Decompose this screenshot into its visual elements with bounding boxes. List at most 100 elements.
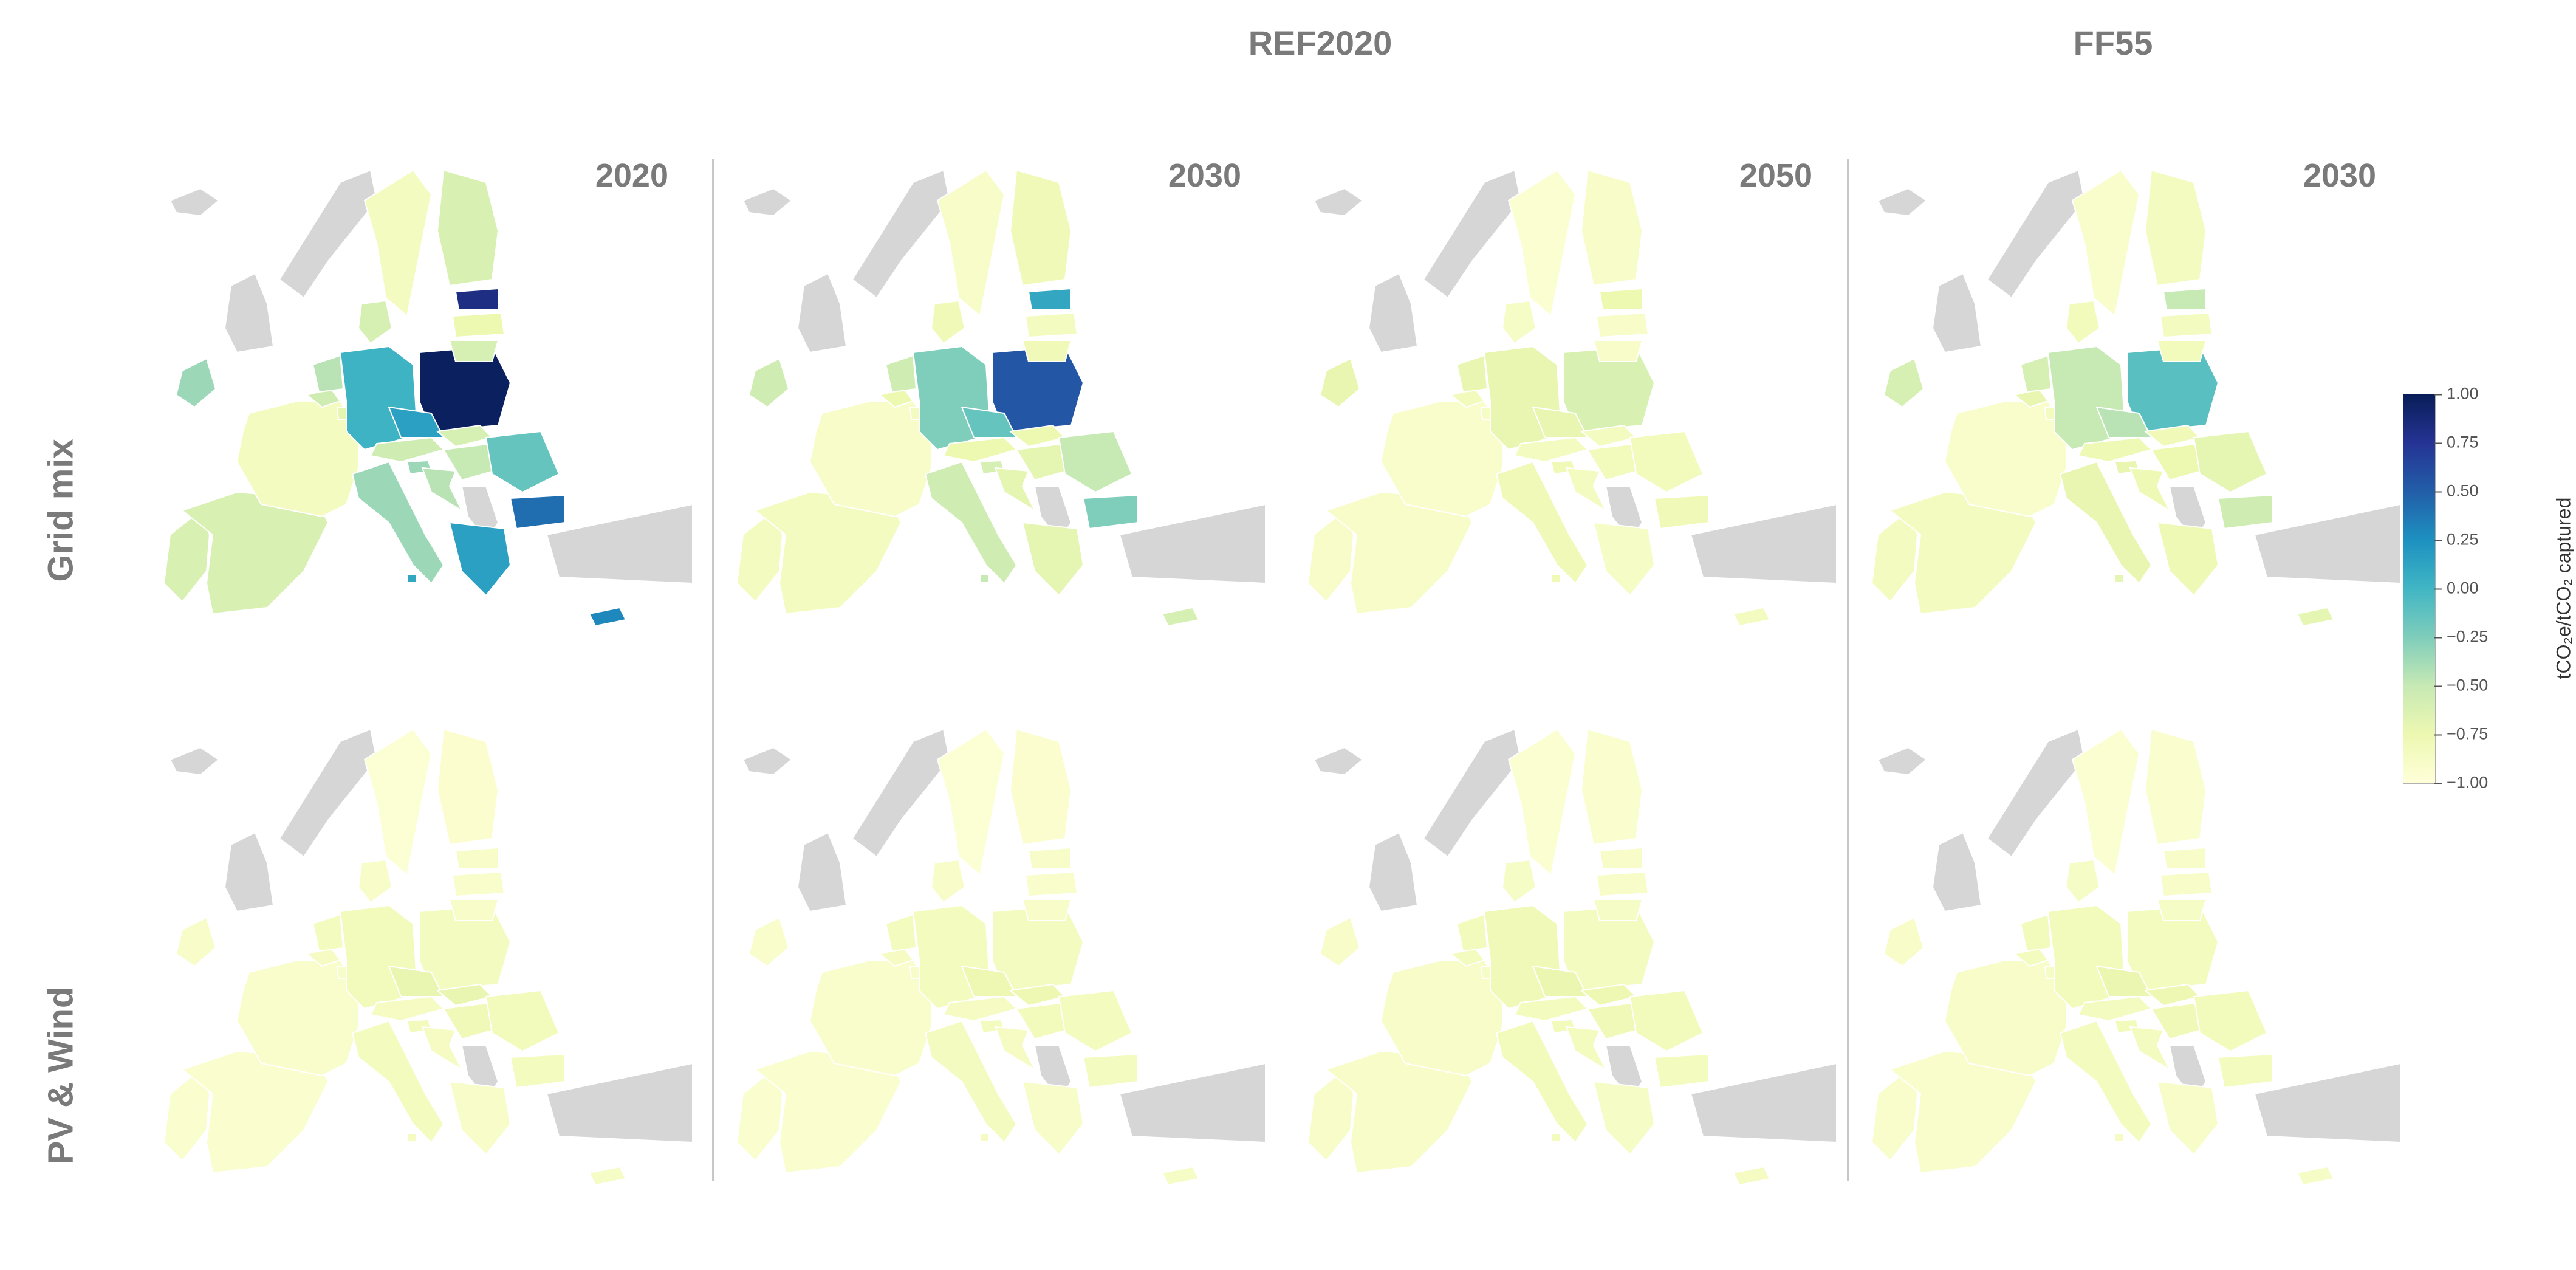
map-panel-grid-ref2020-2050: 2050: [1290, 146, 1837, 693]
country-gr: [448, 521, 512, 597]
country-it: [1495, 1020, 1589, 1144]
country-ro: [485, 430, 560, 493]
country-nl: [312, 913, 344, 952]
country-ro: [2193, 430, 2268, 493]
country-ie: [748, 916, 790, 967]
no-data-region: [546, 503, 693, 585]
country-lt: [1592, 899, 1643, 921]
country-se: [2071, 728, 2140, 876]
map-panel-pvwind-ff55-2030: [1854, 705, 2400, 1252]
country-dk: [930, 859, 966, 904]
country-lt: [2156, 899, 2207, 921]
colorbar-tick: −0.25: [2434, 628, 2488, 647]
no-data-region: [742, 746, 793, 776]
colorbar-tick: 0.00: [2434, 579, 2479, 598]
no-data-region: [278, 728, 378, 858]
country-gr: [2156, 521, 2219, 597]
country-ie: [1319, 357, 1361, 408]
map-panel-pvwind-ref2020-2050: [1290, 705, 1837, 1252]
country-it: [2059, 461, 2153, 585]
no-data-region: [1368, 272, 1419, 354]
country-bg: [1082, 494, 1139, 530]
country-cy: [1732, 606, 1771, 627]
country-at: [1513, 436, 1589, 463]
map-panel-pvwind-ref2020-2030: [719, 705, 1266, 1252]
scenario-title-ref2020: REF2020: [1248, 24, 1392, 62]
separator-2020-2030: [712, 159, 714, 1181]
country-dk: [930, 300, 966, 345]
country-fi: [1580, 169, 1643, 287]
panel-year-label: 2050: [1739, 157, 1812, 194]
country-lv: [451, 871, 505, 898]
country-nl: [1456, 913, 1488, 952]
country-mt: [2114, 574, 2125, 583]
country-ie: [1883, 916, 1925, 967]
country-mt: [979, 574, 990, 583]
country-hr: [1565, 1026, 1608, 1071]
map-panel-grid-ref2020-2020: 2020: [146, 146, 693, 693]
country-gr: [1592, 1080, 1656, 1156]
country-mt: [406, 1133, 417, 1142]
country-bg: [2217, 494, 2273, 530]
country-mt: [1550, 1133, 1561, 1142]
country-dk: [357, 859, 393, 904]
country-cy: [2296, 606, 2335, 627]
colorbar-label: tCO₂e/tCO₂ captured: [2552, 497, 2575, 679]
country-gr: [2156, 1080, 2219, 1156]
panel-year-label: 2020: [595, 157, 668, 194]
country-ie: [1319, 916, 1361, 967]
country-lv: [2159, 871, 2213, 898]
country-hr: [421, 1026, 464, 1071]
country-dk: [357, 300, 393, 345]
row-label-grid-mix: Grid mix: [41, 439, 81, 582]
country-lv: [1024, 871, 1078, 898]
colorbar-tick: 1.00: [2434, 385, 2479, 403]
country-cz: [2095, 406, 2153, 438]
row-label-pv-wind: PV & Wind: [41, 986, 81, 1165]
no-data-region: [851, 169, 951, 299]
country-se: [363, 728, 433, 876]
country-lt: [448, 899, 499, 921]
no-data-region: [1690, 503, 1837, 585]
country-lv: [1595, 312, 1649, 338]
country-bg: [509, 494, 566, 530]
country-lt: [1021, 899, 1072, 921]
country-ee: [1027, 287, 1072, 311]
country-nl: [312, 354, 344, 393]
no-data-region: [851, 728, 951, 858]
no-data-region: [742, 187, 793, 217]
country-at: [369, 436, 445, 463]
country-lt: [1021, 340, 1072, 362]
map-panel-pvwind-ref2020-2020: [146, 705, 693, 1252]
country-hr: [1565, 467, 1608, 512]
colorbar-tick: 0.25: [2434, 530, 2479, 549]
country-cy: [2296, 1165, 2335, 1186]
country-ee: [454, 846, 499, 870]
no-data-region: [546, 1062, 693, 1144]
country-hr: [421, 467, 464, 512]
country-ro: [1629, 430, 1704, 493]
country-at: [2077, 436, 2153, 463]
scenario-title-ff55: FF55: [2073, 24, 2153, 62]
country-fi: [1009, 169, 1072, 287]
panel-year-label: 2030: [2303, 157, 2376, 194]
country-cz: [1532, 965, 1589, 997]
country-lt: [2156, 340, 2207, 362]
country-bg: [1653, 494, 1710, 530]
country-se: [936, 728, 1005, 876]
no-data-region: [1118, 1062, 1266, 1144]
colorbar-ticks: 1.00 0.75 0.50 0.25 0.00 −0.25 −0.50 −0.…: [2434, 385, 2526, 792]
country-it: [351, 1020, 445, 1144]
country-fi: [2144, 169, 2207, 287]
colorbar-tick: −0.75: [2434, 725, 2488, 744]
country-at: [942, 436, 1018, 463]
map-svg: [163, 169, 693, 627]
country-cy: [588, 606, 627, 627]
country-hr: [2129, 467, 2171, 512]
no-data-region: [1877, 746, 1928, 776]
country-gr: [1592, 521, 1656, 597]
country-se: [1507, 169, 1577, 317]
country-lv: [451, 312, 505, 338]
map-svg: [1307, 728, 1837, 1186]
country-lv: [2159, 312, 2213, 338]
